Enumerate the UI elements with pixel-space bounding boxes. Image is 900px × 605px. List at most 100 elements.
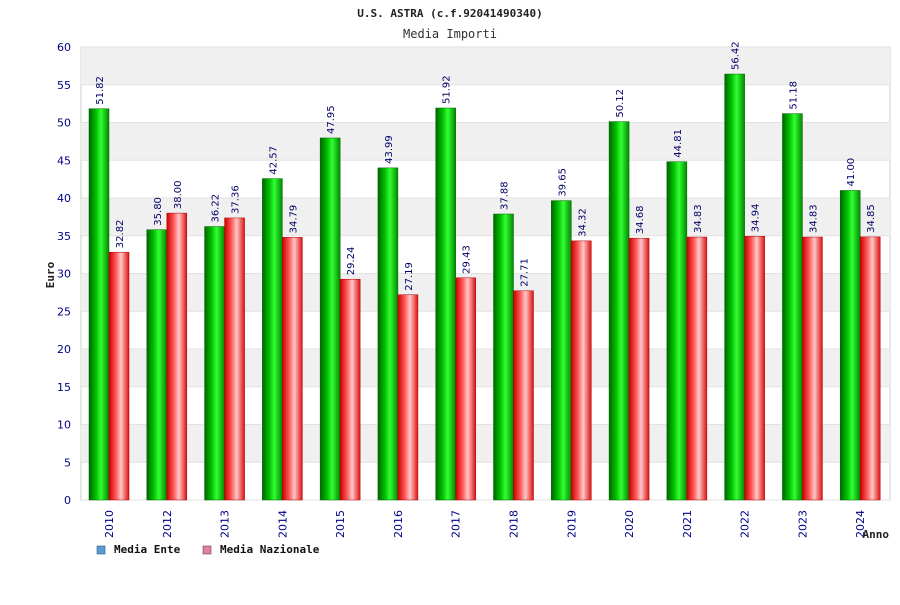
data-label-media-nazionale: 37.36	[231, 185, 242, 214]
x-tick-label: 2010	[103, 510, 116, 538]
bar-media-nazionale	[513, 290, 534, 501]
data-label-media-nazionale: 34.94	[751, 204, 762, 233]
data-label-media-nazionale: 27.19	[404, 262, 415, 291]
data-label-media-nazionale: 34.68	[635, 206, 646, 235]
data-label-media-nazionale: 32.82	[115, 220, 126, 249]
legend: Media Ente Media Nazionale	[96, 543, 320, 556]
bar-media-nazionale	[859, 236, 881, 501]
x-tick-label: 2024	[854, 510, 867, 538]
x-tick-label: 2017	[450, 510, 463, 538]
data-label-media-ente: 39.65	[557, 168, 568, 197]
data-label-media-ente: 50.12	[615, 89, 626, 118]
data-label-media-ente: 36.22	[211, 194, 222, 223]
data-label-media-nazionale: 38.00	[173, 180, 184, 209]
legend-swatch-media-nazionale	[202, 545, 212, 555]
data-label-media-ente: 43.99	[384, 135, 395, 164]
x-tick-label: 2019	[565, 510, 578, 538]
bar-media-nazionale	[339, 278, 361, 501]
data-label-media-nazionale: 34.83	[693, 204, 704, 233]
data-label-media-ente: 44.81	[673, 129, 684, 158]
data-label-media-ente: 41.00	[846, 158, 857, 187]
x-axis-ticks: 2010 2012 2013 2014 2015 2016 2017 2018 2019 2020…	[103, 510, 867, 538]
data-label-media-ente: 51.92	[442, 75, 453, 104]
bar-media-ente	[608, 121, 630, 501]
data-label-media-nazionale: 34.83	[808, 204, 819, 233]
chart-subtitle: Media Importi	[403, 27, 497, 41]
y-tick-label: 5	[64, 456, 71, 469]
x-tick-label: 2014	[276, 510, 289, 538]
data-label-media-nazionale: 34.85	[866, 204, 877, 233]
x-tick-label: 2018	[508, 510, 521, 538]
chart-title: U.S. ASTRA (c.f.92041490340)	[357, 7, 542, 20]
y-tick-label: 15	[57, 381, 71, 394]
grid-band	[81, 349, 890, 387]
bar-media-ente	[204, 226, 225, 501]
bar-media-nazionale	[686, 236, 708, 501]
y-tick-label: 50	[57, 117, 71, 130]
y-tick-label: 20	[57, 343, 71, 356]
bar-media-nazionale	[397, 294, 419, 501]
data-label-media-nazionale: 27.71	[520, 258, 531, 287]
bars	[88, 73, 881, 501]
bar-media-nazionale	[455, 277, 476, 501]
y-tick-label: 0	[64, 494, 71, 507]
bar-media-nazionale	[108, 251, 130, 501]
x-tick-label: 2015	[334, 510, 347, 538]
x-axis-label: Anno	[863, 528, 890, 541]
bar-media-nazionale	[282, 237, 303, 501]
bar-media-ente	[666, 161, 688, 501]
x-tick-label: 2013	[219, 510, 232, 538]
y-tick-label: 10	[57, 419, 71, 432]
bar-media-ente	[782, 113, 803, 501]
data-label-media-nazionale: 34.32	[577, 208, 588, 237]
bar-media-nazionale	[571, 240, 592, 501]
y-tick-label: 45	[57, 154, 71, 167]
y-tick-label: 60	[57, 41, 71, 54]
grid-band	[81, 47, 890, 85]
x-tick-label: 2022	[739, 510, 752, 538]
bar-media-ente	[724, 73, 745, 501]
grid-band	[81, 122, 890, 161]
x-tick-label: 2021	[681, 510, 694, 538]
bar-media-nazionale	[802, 236, 823, 501]
data-label-media-ente: 42.57	[268, 146, 279, 175]
y-tick-label: 25	[57, 305, 71, 318]
bar-media-nazionale	[744, 235, 765, 501]
bar-media-ente	[493, 213, 514, 501]
x-tick-label: 2020	[623, 510, 636, 538]
y-tick-label: 40	[57, 192, 71, 205]
data-label-media-ente: 35.80	[153, 197, 164, 226]
bar-media-ente	[88, 108, 110, 501]
bar-media-ente	[435, 107, 456, 501]
data-label-media-ente: 47.95	[326, 105, 337, 134]
y-tick-label: 35	[57, 230, 71, 243]
data-label-media-nazionale: 29.43	[462, 245, 473, 274]
bar-media-nazionale	[628, 237, 650, 501]
y-axis-label: Euro	[44, 261, 57, 288]
data-label-media-ente: 56.42	[731, 41, 742, 70]
bar-media-ente	[377, 167, 399, 501]
bar-media-ente	[319, 137, 341, 501]
y-axis-ticks: 0 5 10 15 20 25 30 35 40 45 50 55 60	[57, 41, 71, 507]
bar-media-ente	[551, 200, 572, 501]
x-tick-label: 2023	[796, 510, 809, 538]
data-label-media-ente: 51.18	[788, 81, 799, 110]
data-label-media-nazionale: 34.79	[288, 205, 299, 234]
data-label-media-ente: 37.88	[500, 181, 511, 210]
x-tick-label: 2016	[392, 510, 405, 538]
bar-media-ente	[262, 178, 283, 501]
bar-media-ente	[146, 229, 168, 501]
value-labels: 51.82 32.82 35.80 38.00 36.22 37.36 42.57 34.79…	[95, 41, 877, 290]
data-label-media-ente: 51.82	[95, 76, 106, 105]
legend-swatch-media-ente	[96, 545, 106, 555]
y-tick-label: 30	[57, 268, 71, 281]
grid-band	[81, 273, 890, 312]
y-tick-label: 55	[57, 79, 71, 92]
grid-band	[81, 424, 890, 463]
legend-label-media-ente: Media Ente	[114, 543, 181, 556]
bar-media-ente	[839, 190, 861, 501]
grid-band	[81, 198, 890, 236]
bar-media-nazionale	[166, 212, 188, 501]
